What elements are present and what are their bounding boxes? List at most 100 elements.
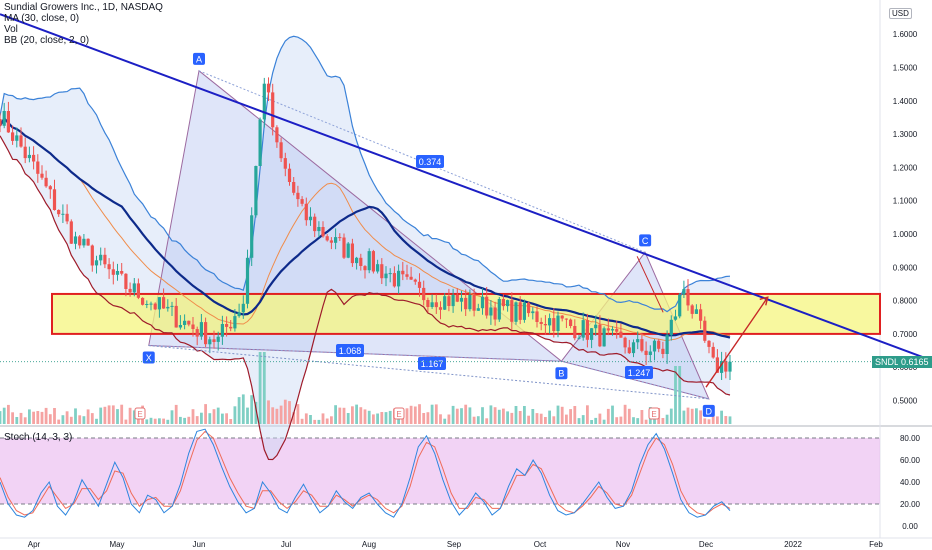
candle-body	[535, 311, 539, 322]
vol-legend[interactable]: Vol	[4, 24, 18, 35]
earnings-marker[interactable]	[648, 407, 660, 420]
volume-bar	[577, 418, 581, 424]
stoch-legend[interactable]: Stoch (14, 3, 3)	[4, 432, 73, 443]
volume-bar	[267, 400, 270, 424]
earnings-marker[interactable]	[393, 407, 405, 420]
candle-body	[401, 270, 405, 275]
candle-body	[380, 264, 384, 279]
volume-bar	[321, 413, 325, 424]
volume-bar	[489, 405, 493, 424]
volume-bar	[455, 408, 459, 424]
volume-bar	[271, 407, 275, 424]
pattern-point-box[interactable]	[555, 367, 568, 380]
candle-body	[48, 186, 52, 190]
candle-body	[132, 283, 136, 293]
volume-bar	[65, 411, 69, 424]
candle-body	[292, 182, 296, 193]
candle-body	[204, 322, 208, 345]
candle-body	[447, 296, 451, 306]
volume-bar	[372, 414, 375, 424]
candle-body	[623, 337, 627, 348]
candle-body	[124, 273, 128, 289]
candle-body	[464, 297, 468, 310]
volume-bar	[28, 409, 31, 424]
ratio-label-box[interactable]	[418, 357, 446, 370]
pattern-point-box[interactable]	[702, 404, 715, 417]
volume-bar	[380, 412, 384, 424]
volume-bar	[611, 405, 614, 424]
projection-arrow[interactable]	[705, 296, 769, 388]
volume-bar	[19, 412, 23, 424]
pattern-point-box[interactable]	[639, 234, 652, 247]
volume-bar	[279, 405, 283, 424]
earnings-marker-label: E	[137, 410, 142, 419]
candle-body	[166, 306, 170, 309]
ratio-label[interactable]: 1.247	[628, 368, 651, 378]
candle-body	[128, 288, 132, 293]
ratio-label[interactable]: 1.167	[421, 359, 444, 369]
candle-body	[405, 274, 409, 277]
volume-bar	[552, 416, 556, 424]
ratio-label[interactable]: 0.374	[419, 157, 442, 167]
volume-bar	[460, 408, 463, 424]
candle-body	[329, 240, 333, 243]
pattern-point-label[interactable]: D	[706, 406, 713, 416]
candle-body	[615, 329, 619, 332]
volume-bar	[686, 407, 690, 424]
ma-legend[interactable]: MA (30, close, 0)	[4, 13, 80, 24]
volume-bar	[405, 408, 409, 424]
volume-bar	[250, 395, 254, 424]
ratio-label[interactable]: 1.068	[339, 346, 362, 356]
ratio-label-box[interactable]	[416, 155, 444, 168]
candle-body	[178, 325, 182, 328]
symbol-title[interactable]: Sundial Growers Inc., 1D, NASDAQ	[4, 2, 163, 13]
volume-bar	[443, 418, 447, 424]
candle-body	[552, 318, 556, 331]
volume-bar	[36, 411, 40, 424]
time-axis-label: Dec	[699, 540, 713, 549]
volume-bar	[174, 404, 178, 424]
stoch-d-line	[0, 430, 731, 516]
pattern-point-box[interactable]	[193, 52, 205, 65]
candle-body	[443, 296, 447, 310]
pattern-point-label[interactable]: B	[558, 369, 564, 379]
candle-body	[699, 309, 703, 321]
candle-body	[191, 324, 195, 329]
price-axis-label: 1.6000	[893, 30, 918, 39]
pattern-point-label[interactable]: X	[146, 353, 152, 363]
candle-body	[397, 270, 401, 287]
volume-bar	[200, 412, 203, 424]
bollinger-upper-line	[0, 35, 731, 313]
volume-bar	[728, 416, 732, 424]
candle-body	[183, 320, 187, 325]
candle-body	[384, 273, 388, 279]
candle-body	[212, 339, 216, 342]
earnings-marker[interactable]	[134, 407, 146, 420]
candle-body	[258, 119, 262, 166]
volume-bar	[309, 415, 312, 424]
price-axis-label: 1.2000	[893, 163, 918, 172]
price-axis-label: 1.0000	[893, 230, 918, 239]
candle-body	[631, 342, 636, 354]
candle-body	[321, 227, 325, 237]
time-axis-label: Sep	[447, 540, 462, 549]
candle-body	[720, 361, 724, 373]
candle-body	[480, 296, 485, 309]
candle-body	[350, 243, 354, 264]
downtrend-line[interactable]	[0, 13, 932, 362]
pattern-point-box[interactable]	[142, 351, 155, 364]
candle-body	[644, 350, 648, 355]
volume-bar	[69, 416, 73, 424]
candle-body	[6, 111, 10, 133]
bb-legend[interactable]: BB (20, close, 2, 0)	[4, 35, 90, 46]
volume-bar	[565, 414, 568, 424]
ratio-label-box[interactable]	[336, 344, 364, 357]
pattern-point-label[interactable]: C	[642, 236, 649, 246]
volume-bar	[376, 413, 379, 424]
pattern-point-label[interactable]: A	[196, 54, 202, 64]
volume-bar	[573, 406, 577, 424]
candle-body	[636, 339, 640, 343]
candle-body	[560, 315, 564, 319]
ratio-label-box[interactable]	[625, 366, 653, 379]
